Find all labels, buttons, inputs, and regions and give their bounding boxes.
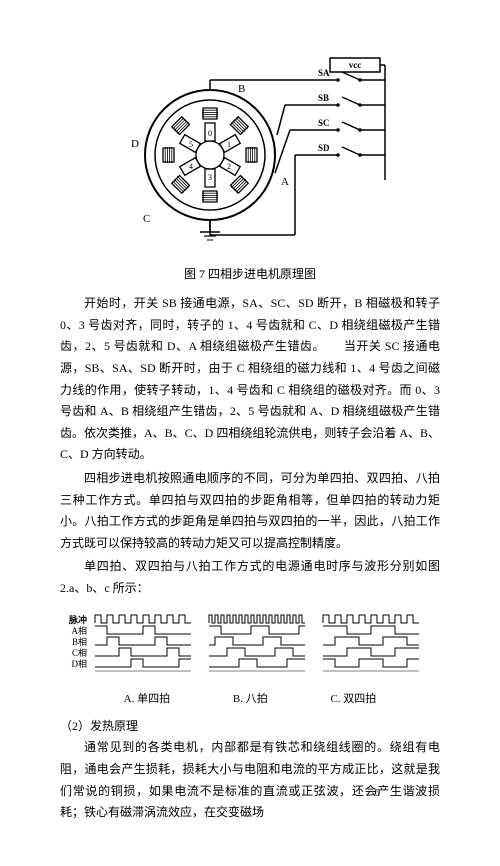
svg-text:vcc: vcc <box>349 60 362 70</box>
svg-text:4: 4 <box>189 162 193 171</box>
svg-text:3: 3 <box>208 173 212 182</box>
svg-text:5: 5 <box>189 140 193 149</box>
svg-text:SA: SA <box>318 68 330 78</box>
svg-text:C: C <box>143 213 150 225</box>
svg-text:2: 2 <box>227 162 231 171</box>
svg-text:D: D <box>131 138 139 150</box>
paragraph-4: 通常见到的各类电机，内部都是有铁芯和绕组线圈的。绕组有电阻，通电会产生损耗，损耗… <box>60 737 440 823</box>
svg-text:A相: A相 <box>72 625 88 636</box>
svg-text:D相: D相 <box>72 658 88 669</box>
svg-text:SB: SB <box>318 93 329 103</box>
svg-text:0: 0 <box>208 129 212 138</box>
svg-text:SC: SC <box>318 118 330 128</box>
figure-7-caption: 图 7 四相步进电机原理图 <box>60 264 440 286</box>
paragraph-3: 单四拍、双四拍与八拍工作方式的电源通电时序与波形分别如图 2.a、b、c 所示： <box>60 556 440 599</box>
figure-7-motor-schematic: vcc SA SB SC SD A B C D 0 1 2 3 4 5 <box>60 40 440 258</box>
paragraph-1: 开始时，开关 SB 接通电源，SA、SC、SD 断开，B 相磁极和转子 0、3 … <box>60 293 440 466</box>
svg-text:A: A <box>281 176 289 188</box>
svg-text:B: B <box>238 83 245 95</box>
paragraph-2: 四相步进电机按照通电顺序的不同，可分为单四拍、双四拍、八拍三种工作方式。单四拍与… <box>60 468 440 554</box>
svg-text:脉冲: 脉冲 <box>68 614 87 625</box>
waveform-svg: 脉冲A相B相C相D相 <box>65 606 435 681</box>
section-heading: （2）发热原理 <box>60 716 440 738</box>
page-number: 6 <box>375 784 381 804</box>
svg-text:B相: B相 <box>72 636 87 647</box>
svg-text:SD: SD <box>318 143 330 153</box>
svg-text:C相: C相 <box>72 647 87 658</box>
motor-diagram-svg: vcc SA SB SC SD A B C D 0 1 2 3 4 5 <box>100 40 400 250</box>
figure-waveforms: 脉冲A相B相C相D相 A. 单四拍 B. 八拍 C. 双四拍 <box>60 606 440 710</box>
svg-text:1: 1 <box>227 140 231 149</box>
